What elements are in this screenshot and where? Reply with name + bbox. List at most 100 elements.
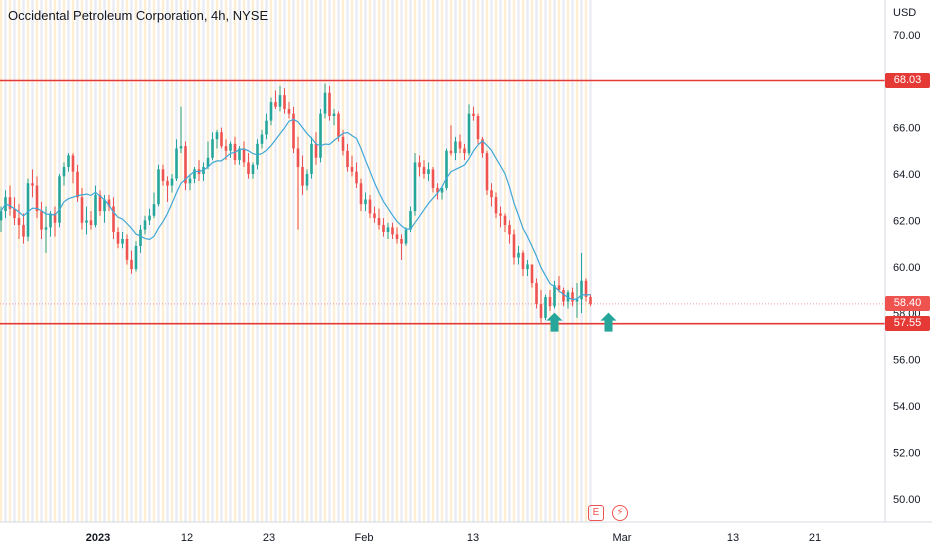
session-band <box>436 0 439 522</box>
session-band <box>233 0 237 522</box>
time-axis[interactable]: 2023 12 23 Feb 13 Mar 13 21 <box>86 532 821 544</box>
candle-body <box>490 190 493 198</box>
candle-body <box>44 227 48 230</box>
session-band <box>170 0 174 522</box>
session-band <box>328 0 331 522</box>
session-band <box>265 0 268 522</box>
candle-body <box>80 197 84 223</box>
session-band <box>422 0 426 522</box>
session-band <box>350 0 354 522</box>
price-tick-label: 60.00 <box>893 262 921 274</box>
session-band <box>197 0 201 522</box>
session-band <box>494 0 498 522</box>
session-band <box>346 0 349 522</box>
candle-body <box>98 194 102 212</box>
candle-body <box>116 232 120 244</box>
session-band <box>103 0 106 522</box>
candle-body <box>386 227 390 232</box>
session-band <box>193 0 196 522</box>
candle-body <box>440 187 444 193</box>
session-band <box>80 0 84 522</box>
dividend-icon[interactable]: ⚡ <box>612 505 628 521</box>
candle-body <box>49 213 52 228</box>
earnings-icon[interactable]: E <box>588 505 604 521</box>
session-band <box>467 0 471 522</box>
session-band <box>377 0 381 522</box>
candle-body <box>265 120 268 135</box>
candle-body <box>193 169 196 179</box>
candle-body <box>404 229 408 244</box>
session-band <box>332 0 336 522</box>
session-band <box>296 0 300 522</box>
candle-body <box>314 143 318 158</box>
session-band <box>161 0 165 522</box>
moving-average <box>0 118 591 301</box>
time-tick-label: 13 <box>467 532 479 544</box>
session-band <box>229 0 232 522</box>
candle-body <box>427 169 430 174</box>
candle-body <box>238 148 241 161</box>
candle-body <box>539 303 543 318</box>
candle-body <box>355 171 358 184</box>
annotation-arrows <box>546 312 617 332</box>
candle-body <box>319 113 322 158</box>
session-band <box>260 0 264 522</box>
candle-body <box>296 148 300 168</box>
session-band <box>499 0 502 522</box>
candle-body <box>409 211 412 230</box>
price-tick-label: 54.00 <box>893 401 921 413</box>
session-band <box>107 0 111 522</box>
session-band <box>382 0 385 522</box>
candle-body <box>476 116 480 140</box>
session-band <box>274 0 277 522</box>
session-band <box>481 0 484 522</box>
candle-body <box>166 180 169 186</box>
session-band <box>323 0 327 522</box>
candle-body <box>220 132 223 147</box>
candle-body <box>107 199 111 207</box>
candle-body <box>337 113 340 137</box>
candle-body <box>274 102 277 107</box>
candle-body <box>26 183 30 237</box>
session-band <box>359 0 363 522</box>
session-band <box>454 0 457 522</box>
session-band <box>58 0 61 522</box>
candle-body <box>103 199 106 212</box>
time-tick-label: 12 <box>181 532 193 544</box>
candle-body <box>395 234 399 239</box>
session-band <box>85 0 88 522</box>
candle-body <box>85 220 88 223</box>
session-band <box>373 0 376 522</box>
time-tick-label: Mar <box>613 532 632 544</box>
candle-body <box>323 92 327 114</box>
session-band <box>292 0 295 522</box>
session-band <box>179 0 183 522</box>
session-band <box>121 0 124 522</box>
time-tick-label: Feb <box>355 532 374 544</box>
session-band <box>283 0 286 522</box>
session-band <box>575 0 579 522</box>
candle-body <box>260 134 264 144</box>
session-band <box>589 0 592 522</box>
candle-body <box>62 167 66 177</box>
currency-label: USD <box>893 7 916 19</box>
session-band <box>566 0 570 522</box>
session-band <box>13 0 16 522</box>
candle-body <box>269 102 273 121</box>
candle-body <box>512 234 516 258</box>
candle-body <box>557 285 561 290</box>
session-band <box>8 0 12 522</box>
candle-body <box>422 167 426 174</box>
candle-body <box>53 213 57 223</box>
session-band <box>211 0 214 522</box>
session-band <box>89 0 93 522</box>
candle-body <box>481 139 484 154</box>
price-tick-label: 64.00 <box>893 169 921 181</box>
session-band <box>0 0 3 522</box>
candle-body <box>292 113 295 149</box>
session-band <box>247 0 250 522</box>
session-band <box>35 0 39 522</box>
candle-body <box>148 215 151 221</box>
session-band <box>310 0 313 522</box>
